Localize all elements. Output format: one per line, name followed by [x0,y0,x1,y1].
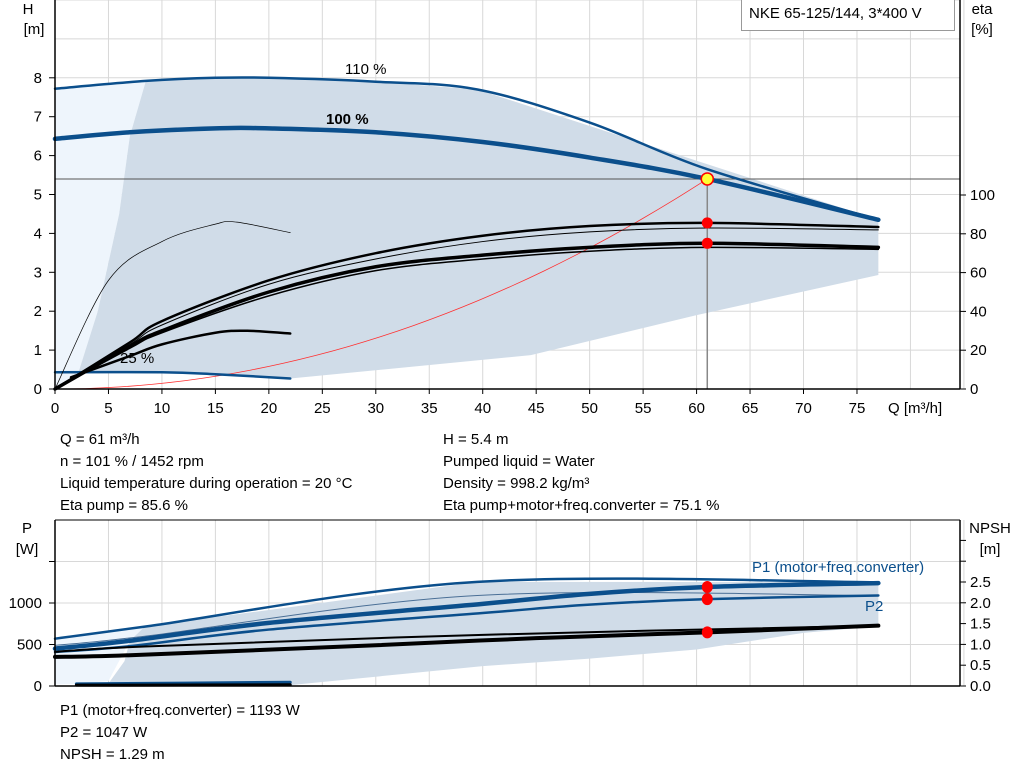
y2-tick-label: 0.0 [970,678,991,695]
operating-point [700,172,715,186]
y2-tick-label: 60 [970,265,987,282]
info-bottom: P1 (motor+freq.converter) = 1193 W P2 = … [60,700,300,766]
curve-p1-110 [53,577,880,640]
light-operating-area [55,80,146,390]
y-tick-label: 6 [34,148,42,165]
p1-point [701,580,713,593]
y-tick-label: 2 [34,303,42,320]
y2-tick-label: 80 [970,226,987,243]
curve-eta-low-speed [54,220,291,390]
y2-tick-label: 2.5 [970,574,991,591]
x-tick-label: 50 [581,400,598,417]
y-axis-unit: [W] [16,541,39,558]
curve-eta-pump-thin [54,227,879,390]
x-tick-label: 60 [688,400,705,417]
x-tick-label: 65 [742,400,759,417]
x-tick-label: 45 [528,400,545,417]
y-tick-label: 3 [34,264,42,281]
x-tick-label: 40 [474,400,491,417]
y-tick-label: 7 [34,109,42,126]
label-p2: P2 [865,598,883,615]
y2-tick-label: 1.5 [970,616,991,633]
y2-tick-label: 0 [970,381,978,398]
x-tick-label: 35 [421,400,438,417]
info-p1: P1 (motor+freq.converter) = 1193 W [60,702,300,719]
x-tick-label: 15 [207,400,224,417]
y2-axis-label: eta [972,1,994,18]
operating-area [108,581,879,686]
info-eta-total: Eta pump+motor+freq.converter = 75.1 % [443,497,720,514]
head-efficiency-plot: 110 %100 %25 %0 5 10 15 20 25 30 35 40 45 50 55 60 65… [23,0,995,417]
x-tick-label: 30 [367,400,384,417]
label-110: 110 % [345,61,386,78]
y2-tick-label: 20 [970,342,987,359]
y2-tick-label: 2.0 [970,595,991,612]
y-axis-label: P [22,520,32,537]
operating-area [78,77,879,379]
curve-npsh [53,623,881,659]
y-tick-label: 0 [34,381,42,398]
y2-axis-unit: [%] [971,21,993,38]
info-temperature: Liquid temperature during operation = 20… [60,475,353,492]
system-curve [54,178,708,390]
label-25: 25 % [120,350,154,367]
npsh-point [701,626,713,639]
y-tick-label: 500 [17,637,42,654]
eta-pump-point [701,217,713,229]
y-axis-unit: [m] [24,21,45,38]
curve-p1-100 [52,580,881,651]
info-flow: Q = 61 m³/h [60,431,140,448]
y-tick-label: 1000 [9,595,42,612]
x-tick-label: 75 [849,400,866,417]
info-liquid: Pumped liquid = Water [443,453,595,470]
y-tick-label: 1 [34,342,42,359]
info-left: Q = 61 m³/h n = 101 % / 1452 rpm Liquid … [60,429,352,517]
label-100: 100 % [326,111,369,128]
x-tick-label: 5 [104,400,112,417]
x-tick-label: 0 [51,400,59,417]
pump-title: NKE 65-125/144, 3*400 V [741,0,955,31]
info-eta-pump: Eta pump = 85.6 % [60,497,188,514]
y2-tick-label: 1.0 [970,636,991,653]
x-tick-label: 20 [261,400,278,417]
curve-p2-110 [54,592,879,646]
eta-total-point [701,237,713,249]
y2-axis-unit: [m] [980,541,1001,558]
y-tick-label: 4 [34,225,42,242]
y-tick-label: 0 [34,678,42,695]
x-tick-label: 70 [795,400,812,417]
curve-npsh-thin [54,624,880,653]
curve-h-110 [53,76,880,222]
y2-tick-label: 40 [970,303,987,320]
info-density: Density = 998.2 kg/m³ [443,475,590,492]
y-tick-label: 8 [34,70,42,87]
p2-point [701,593,713,606]
label-p1: P1 (motor+freq.converter) [752,559,924,576]
info-p2: P2 = 1047 W [60,724,148,741]
info-head: H = 5.4 m [443,431,509,448]
curve-p2-100 [53,594,880,654]
power-npsh-plot: P1 (motor+freq.converter) P2 0 500 1000 0.0 0.… [9,519,1011,695]
info-speed: n = 101 % / 1452 rpm [60,453,204,470]
curve-h-25 [53,370,292,380]
y2-axis-label: NPSH [969,520,1011,537]
x-tick-label: 10 [154,400,171,417]
y-tick-label: 5 [34,187,42,204]
info-right: H = 5.4 m Pumped liquid = Water Density … [443,429,719,517]
x-axis-label: Q [m³/h] [888,400,942,417]
x-tick-label: 55 [635,400,652,417]
x-tick-label: 25 [314,400,331,417]
info-npsh: NPSH = 1.29 m [60,746,165,763]
y-axis-label: H [23,1,34,18]
y2-tick-label: 0.5 [970,657,991,674]
y2-tick-label: 100 [970,187,995,204]
curve-eta-low-speed-total [69,329,292,379]
